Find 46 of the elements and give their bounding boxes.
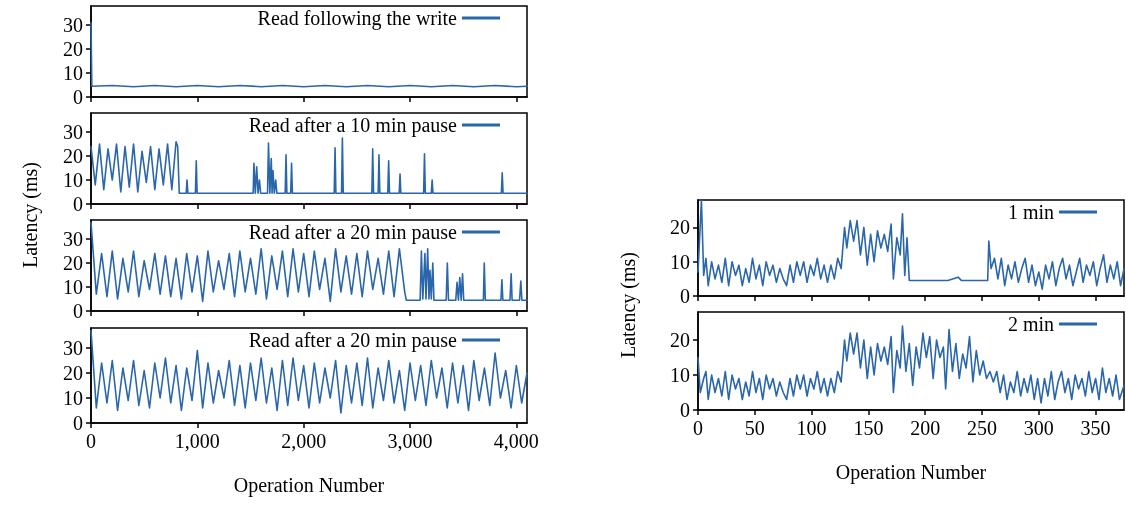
y-tick-label: 20 (63, 145, 83, 168)
y-tick-label: 30 (63, 14, 83, 37)
x-tick-label: 250 (967, 417, 997, 439)
y-tick-label: 10 (63, 387, 83, 409)
legend-label: Read after a 20 min pause (248, 221, 458, 244)
legend-label: Read after a 10 min pause (248, 114, 458, 137)
y-tick-label: 10 (63, 169, 83, 192)
y-tick-label: 20 (63, 252, 83, 275)
legend-label: 2 min (1007, 313, 1054, 335)
legend-label: 1 min (1007, 201, 1054, 223)
legend-label: Read after a 20 min pause (248, 329, 458, 352)
x-tick-label: 150 (853, 417, 884, 439)
y-tick-label: 10 (63, 276, 83, 299)
x-axis-title: Operation Number (233, 474, 385, 497)
legend-label: Read following the write (257, 7, 458, 30)
line-series (90, 221, 528, 303)
y-tick-label: 0 (680, 285, 690, 307)
x-tick-label: 50 (744, 417, 765, 439)
x-tick-label: 350 (1080, 417, 1111, 439)
x-tick-label: 1,000 (174, 430, 220, 452)
x-axis-title: Operation Number (835, 461, 987, 484)
y-tick-label: 30 (63, 228, 83, 251)
y-tick-label: 30 (63, 337, 83, 359)
line-series (90, 137, 528, 195)
y-tick-label: 20 (63, 38, 83, 61)
x-tick-label: 100 (796, 417, 827, 439)
y-tick-label: 10 (670, 364, 690, 386)
line-series (697, 199, 1125, 290)
y-tick-label: 10 (63, 62, 83, 85)
y-tick-label: 0 (680, 399, 690, 421)
line-series (90, 329, 528, 414)
y-axis-title: Latency (ms) (616, 251, 640, 359)
y-tick-label: 0 (73, 193, 83, 215)
y-tick-label: 20 (63, 362, 83, 384)
x-tick-label: 200 (910, 417, 941, 439)
y-tick-label: 20 (670, 216, 690, 239)
y-tick-label: 0 (73, 86, 83, 108)
x-tick-label: 2,000 (281, 430, 327, 452)
x-tick-label: 300 (1023, 417, 1054, 439)
y-tick-label: 10 (670, 250, 690, 273)
y-tick-label: 0 (73, 300, 83, 322)
y-tick-label: 20 (670, 329, 690, 351)
y-axis-title: Latency (ms) (18, 161, 42, 269)
x-tick-label: 3,000 (387, 430, 433, 452)
x-tick-label: 4,000 (493, 430, 539, 452)
y-tick-label: 30 (63, 121, 83, 144)
